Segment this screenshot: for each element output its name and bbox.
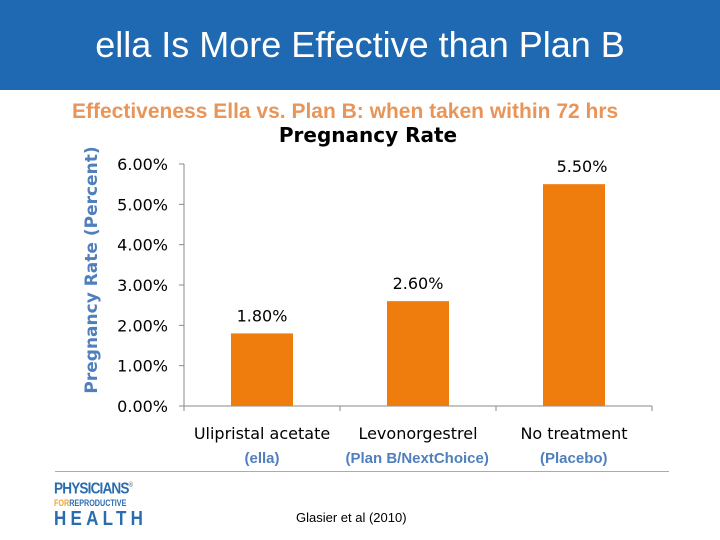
category-label: Ulipristal acetate (194, 424, 330, 443)
data-label: 5.50% (557, 157, 608, 176)
logo-reproductive: REPRODUCTIVE (69, 498, 127, 509)
bar-series (231, 184, 605, 406)
footer-divider (55, 471, 669, 472)
slide-title: ella Is More Effective than Plan B (95, 24, 625, 65)
chart-title: Pregnancy Rate (279, 123, 457, 147)
category-sublabel: (ella) (244, 450, 280, 467)
y-tick-label: 0.00% (117, 397, 168, 416)
y-axis-label: Pregnancy Rate (Percent) (82, 146, 102, 393)
data-label: 2.60% (393, 274, 444, 293)
category-label: No treatment (520, 424, 627, 443)
y-tick-label: 3.00% (117, 276, 168, 295)
y-tick-label: 5.00% (117, 195, 168, 214)
slide-subtitle: Effectiveness Ella vs. Plan B: when take… (72, 100, 619, 123)
physicians-for-reproductive-health-logo: PHYSICIANS® FORREPRODUCTIVE HEALTH (54, 477, 144, 530)
logo-line1: PHYSICIANS (54, 480, 129, 498)
header-bar: ella Is More Effective than Plan B (0, 0, 720, 90)
category-label: Levonorgestrel (358, 424, 477, 443)
data-label: 1.80% (237, 306, 288, 325)
bar (231, 333, 293, 406)
category-labels: Ulipristal acetate Levonorgestrel No treat… (194, 424, 628, 443)
y-tick-label: 4.00% (117, 236, 168, 255)
bar-chart: Pregnancy Rate Pregnancy Rate (Percent) … (82, 123, 653, 443)
bar (387, 301, 449, 406)
logo-for: FOR (54, 498, 70, 509)
y-tick-label: 2.00% (117, 316, 168, 335)
y-axis: 0.00% 1.00% 2.00% 3.00% 4.00% 5.00% 6.00% (117, 155, 185, 416)
category-sublabel: (Plan B/NextChoice) (345, 450, 489, 467)
y-tick-label: 1.00% (117, 357, 168, 376)
y-tick-label: 6.00% (117, 155, 168, 174)
bar (543, 184, 605, 406)
logo-line3: HEALTH (54, 508, 148, 531)
registered-mark: ® (128, 482, 133, 489)
data-labels: 1.80% 2.60% 5.50% (237, 157, 608, 325)
citation: Glasier et al (2010) (296, 510, 407, 525)
category-sublabel: (Placebo) (540, 450, 608, 467)
x-axis (183, 405, 653, 411)
